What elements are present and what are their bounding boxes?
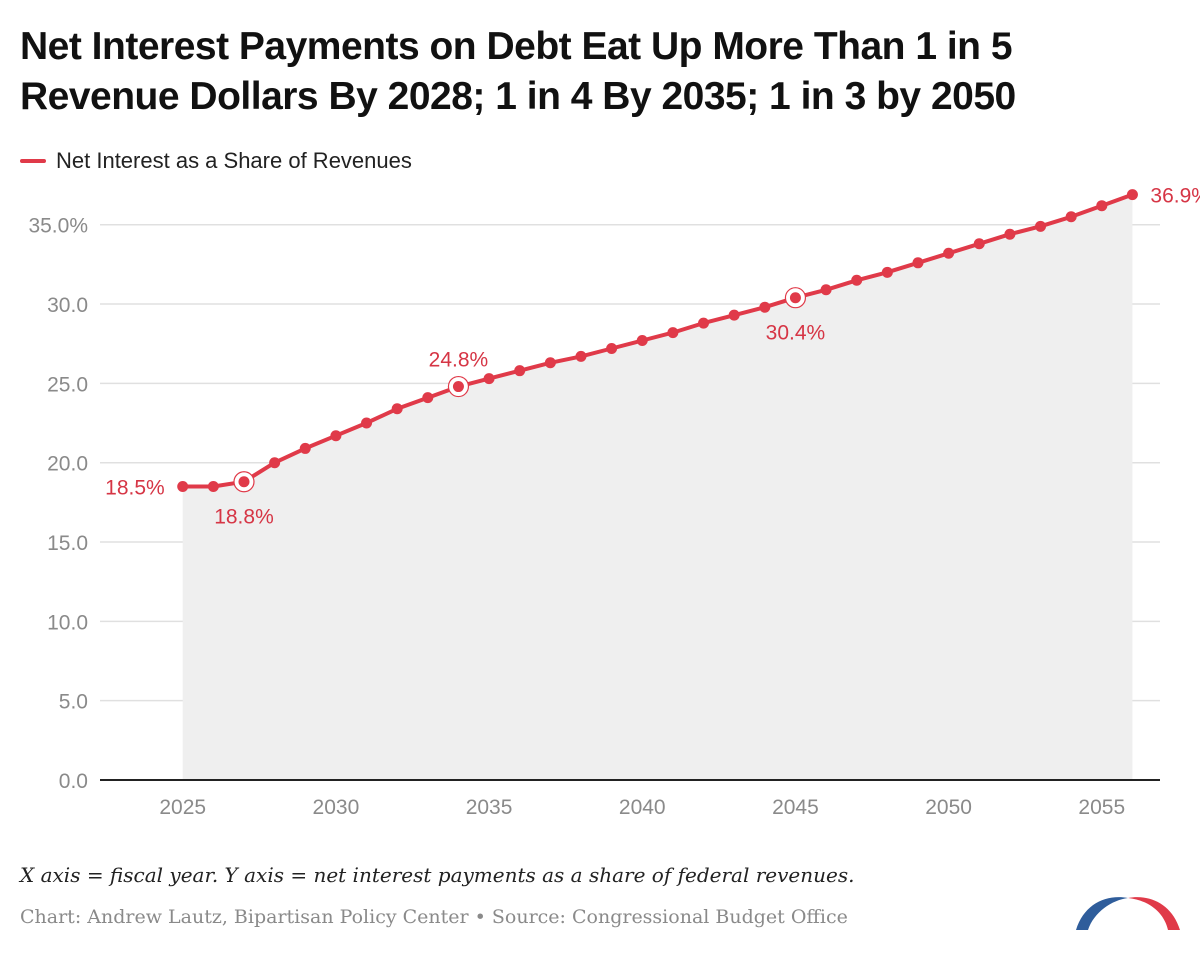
data-label: 18.8% — [214, 506, 274, 529]
bpc-logo-icon — [1076, 897, 1180, 930]
data-point — [1004, 228, 1016, 240]
data-label: 18.5% — [105, 477, 165, 500]
legend-label: Net Interest as a Share of Revenues — [56, 148, 412, 173]
legend: Net Interest as a Share of Revenues — [20, 148, 412, 174]
data-point — [759, 301, 771, 313]
x-tick-label: 2040 — [619, 796, 666, 819]
data-points — [177, 189, 1138, 492]
data-point — [1096, 200, 1108, 212]
data-point — [483, 373, 495, 385]
y-tick-labels: 0.0 5.0 10.0 15.0 20.0 25.0 30.0 35.0% — [28, 215, 88, 793]
y-tick-label: 30.0 — [47, 294, 88, 317]
y-tick-label: 5.0 — [59, 691, 88, 714]
y-tick-label: 15.0 — [47, 532, 88, 555]
data-point — [728, 309, 740, 321]
data-point — [606, 342, 618, 354]
data-point — [667, 327, 679, 339]
data-point — [544, 357, 556, 369]
data-point — [881, 266, 893, 278]
y-tick-label: 20.0 — [47, 453, 88, 476]
x-tick-label: 2030 — [313, 796, 360, 819]
data-point — [330, 430, 342, 442]
data-label: 36.9% — [1150, 185, 1200, 208]
axis-note: X axis = fiscal year. Y axis = net inter… — [20, 863, 855, 887]
y-tick-label: 10.0 — [47, 611, 88, 634]
x-tick-label: 2045 — [772, 796, 819, 819]
data-label: 24.8% — [429, 349, 489, 372]
x-tick-label: 2055 — [1078, 796, 1125, 819]
data-point — [1126, 189, 1138, 201]
data-labels: 18.5% 18.8% 24.8% 30.4% 36.9% — [105, 185, 1200, 529]
data-label: 30.4% — [766, 322, 826, 345]
y-tick-label: 35.0% — [28, 215, 88, 238]
x-tick-labels: 2025 2030 2035 2040 2045 2050 2055 — [159, 796, 1125, 819]
data-point — [299, 442, 311, 454]
x-tick-label: 2025 — [159, 796, 206, 819]
data-point — [820, 284, 832, 296]
y-tick-label: 0.0 — [59, 770, 88, 793]
data-point — [698, 317, 710, 329]
y-tick-label: 25.0 — [47, 373, 88, 396]
data-point — [177, 481, 189, 492]
legend-swatch — [20, 159, 46, 163]
chart-title: Net Interest Payments on Debt Eat Up Mor… — [20, 25, 1016, 118]
data-point — [514, 365, 526, 377]
data-point — [912, 257, 924, 269]
source-credit: Chart: Andrew Lautz, Bipartisan Policy C… — [20, 906, 848, 928]
data-point — [422, 392, 434, 404]
data-point — [789, 292, 801, 304]
data-point — [238, 476, 250, 488]
data-point — [391, 403, 403, 415]
data-point — [636, 335, 648, 347]
data-point — [1065, 211, 1077, 223]
data-point — [1035, 220, 1047, 232]
data-point — [851, 274, 863, 286]
data-point — [575, 350, 587, 362]
x-tick-label: 2035 — [466, 796, 513, 819]
data-point — [269, 457, 281, 469]
data-point — [361, 417, 373, 429]
data-point — [452, 381, 464, 393]
x-tick-label: 2050 — [925, 796, 972, 819]
data-point — [973, 238, 985, 250]
data-point — [943, 247, 955, 259]
line-chart: 0.0 5.0 10.0 15.0 20.0 25.0 30.0 35.0% 2025 2030… — [28, 185, 1200, 819]
data-point — [207, 481, 219, 492]
area-fill — [182, 194, 1133, 781]
